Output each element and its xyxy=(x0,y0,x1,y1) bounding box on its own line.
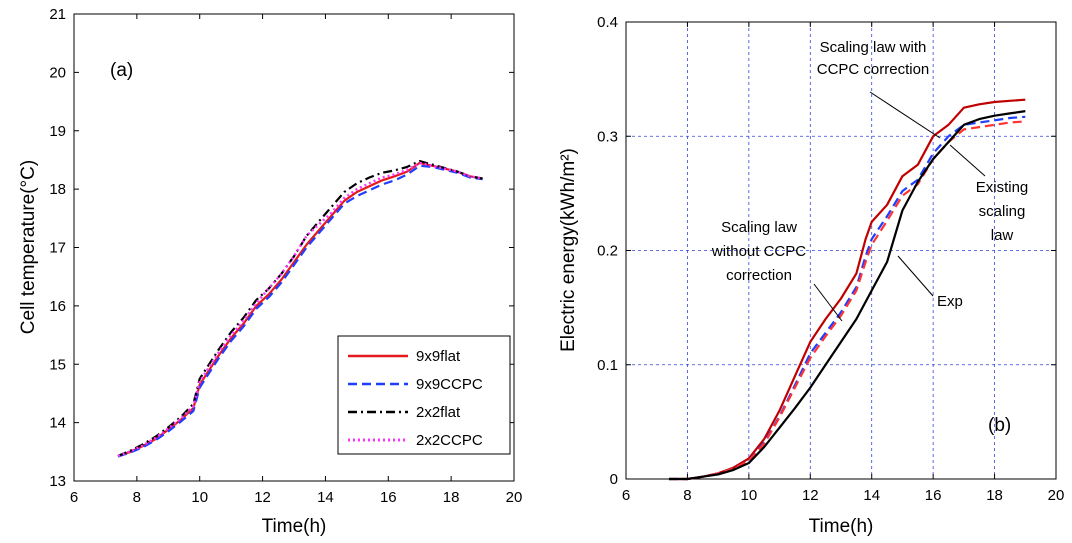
legend-a: 9x9flat 9x9CCPC 2x2flat 2x2CCPC xyxy=(337,335,511,455)
annotation-line: correction xyxy=(726,267,792,284)
x-tick-label: 12 xyxy=(802,487,819,504)
annotation-existing-law: Existing scaling law xyxy=(949,144,1029,244)
x-tick-label: 20 xyxy=(1048,487,1065,504)
y-tick-label: 0 xyxy=(610,471,618,488)
x-axis-label-b: Time(h) xyxy=(809,516,874,537)
plot-area-b xyxy=(625,21,1057,480)
series-b xyxy=(669,98,1026,481)
annotation-line: Existing xyxy=(976,179,1029,196)
x-tick-label: 10 xyxy=(741,487,758,504)
y-axis-label-b: Electric energy(kWh/m²) xyxy=(558,148,579,352)
x-tick-label: 6 xyxy=(622,487,630,504)
x-tick-label: 18 xyxy=(986,487,1003,504)
legend-label: 9x9flat xyxy=(416,348,461,365)
ticks-b: 6 8 10 12 14 16 18 20 0 0.1 0.2 0.3 0.4 xyxy=(597,14,1064,504)
y-tick-label: 0.3 xyxy=(597,128,618,145)
panel-label-a: (a) xyxy=(110,60,133,81)
y-tick-label: 0.1 xyxy=(597,357,618,374)
x-tick-label: 16 xyxy=(380,489,397,506)
ticks-a: 6 8 10 12 14 16 18 20 13 14 15 16 17 18 19 20 21 xyxy=(49,6,522,506)
x-tick-label: 8 xyxy=(133,489,141,506)
y-tick-label: 13 xyxy=(49,473,66,490)
y-tick-label: 14 xyxy=(49,415,66,432)
x-tick-label: 6 xyxy=(70,489,78,506)
y-tick-label: 16 xyxy=(49,298,66,315)
annotation-arrow xyxy=(949,144,986,177)
y-tick-label: 21 xyxy=(49,6,66,23)
y-tick-label: 18 xyxy=(49,181,66,198)
series-line-9x9ccpc xyxy=(117,164,483,458)
legend-label: 2x2CCPC xyxy=(416,432,483,449)
legend-label: 9x9CCPC xyxy=(416,376,483,393)
panel-label-b: (b) xyxy=(988,415,1011,436)
y-tick-label: 19 xyxy=(49,123,66,140)
series-line-curve-1 xyxy=(669,98,1026,481)
x-tick-label: 18 xyxy=(443,489,460,506)
x-axis-label-a: Time(h) xyxy=(262,516,327,537)
y-tick-label: 0.4 xyxy=(597,14,618,31)
annotation-line: scaling xyxy=(979,203,1026,220)
annotation-arrow xyxy=(813,283,843,322)
annotation-line: CCPC correction xyxy=(817,61,930,78)
y-tick-label: 15 xyxy=(49,356,66,373)
x-tick-label: 10 xyxy=(191,489,208,506)
annotation-arrow xyxy=(869,91,941,139)
annotation-line: law xyxy=(991,227,1014,244)
annotation-line: Scaling law xyxy=(721,219,797,236)
grid-b xyxy=(626,22,1056,479)
annotation-line: Scaling law with xyxy=(820,39,927,56)
x-tick-label: 20 xyxy=(506,489,523,506)
annotation-line: without CCPC xyxy=(711,243,806,260)
series-line-9x9flat xyxy=(117,161,483,458)
y-tick-label: 20 xyxy=(49,64,66,81)
legend-entries: 9x9flat 9x9CCPC 2x2flat 2x2CCPC xyxy=(348,348,483,449)
annotation-exp: Exp xyxy=(897,255,963,310)
series-line-2x2flat xyxy=(117,160,483,457)
y-tick-label: 17 xyxy=(49,240,66,257)
y-tick-label: 0.2 xyxy=(597,243,618,260)
legend-label: 2x2flat xyxy=(416,404,461,421)
annotation-scaling-with-ccpc: Scaling law with CCPC correction xyxy=(817,39,941,139)
y-axis-label-a: Cell temperature(°C) xyxy=(18,160,39,334)
series-a xyxy=(117,160,483,458)
annotation-line: Exp xyxy=(937,293,963,310)
annotation-scaling-without-ccpc: Scaling law without CCPC correction xyxy=(711,219,843,322)
series-line-curve-3 xyxy=(669,120,1026,481)
x-tick-label: 14 xyxy=(863,487,880,504)
panel-a: 6 8 10 12 14 16 18 20 13 14 15 16 17 18 19 20 21 (a) Tim… xyxy=(18,6,522,537)
annotation-arrow xyxy=(897,255,934,297)
x-tick-label: 8 xyxy=(683,487,691,504)
x-tick-label: 12 xyxy=(254,489,271,506)
series-line-curve-4 xyxy=(669,110,1026,481)
x-tick-label: 14 xyxy=(317,489,334,506)
x-tick-label: 16 xyxy=(925,487,942,504)
